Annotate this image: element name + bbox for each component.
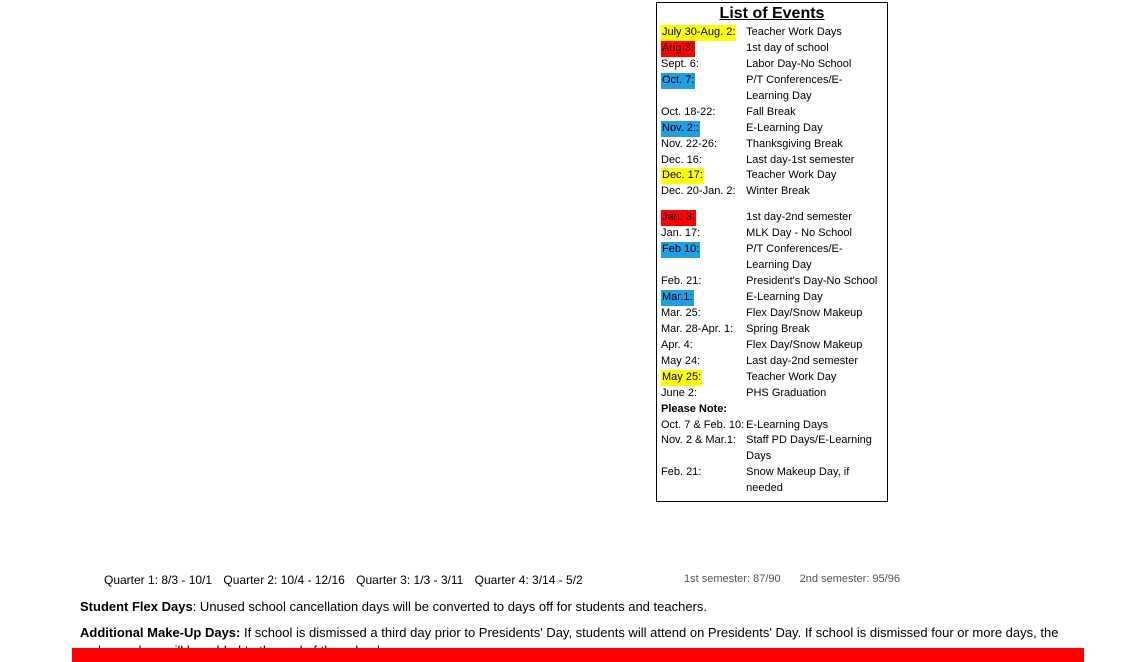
table-row: Jan. 3:1st day-2nd semester <box>661 210 883 226</box>
event-date: Nov. 2:: <box>661 121 744 137</box>
event-desc: PHS Graduation <box>744 386 883 402</box>
event-desc: Flex Day/Snow Makeup <box>744 306 883 322</box>
event-date: May 25: <box>661 370 744 386</box>
event-date: Oct. 18-22: <box>661 105 744 121</box>
flex-days-paragraph: Student Flex Days: Unused school cancell… <box>80 598 1080 616</box>
table-row: Apr. 4:Flex Day/Snow Makeup <box>661 338 883 354</box>
event-desc: E-Learning Days <box>744 418 883 434</box>
event-desc: MLK Day - No School <box>744 226 883 242</box>
table-row: Feb 10:P/T Conferences/E-Learning Day <box>661 242 883 274</box>
flex-days-label: Student Flex Days <box>80 599 193 614</box>
event-date: Dec. 16: <box>661 153 744 169</box>
event-desc: Teacher Work Day <box>744 168 883 184</box>
table-row: Feb. 21:President's Day-No School <box>661 274 883 290</box>
event-desc: E-Learning Day <box>744 121 883 137</box>
makeup-days-label: Additional Make-Up Days: <box>80 625 240 640</box>
footer-red-bar <box>72 648 1084 662</box>
event-date: Sept. 6: <box>661 57 744 73</box>
table-row: Mar.1:E-Learning Day <box>661 290 883 306</box>
table-row: Dec. 16:Last day-1st semester <box>661 153 883 169</box>
table-row: May 24:Last day-2nd semester <box>661 354 883 370</box>
event-date: Nov. 22-26: <box>661 137 744 153</box>
event-date: Jan. 17: <box>661 226 744 242</box>
event-date: May 24: <box>661 354 744 370</box>
semester-line: 1st semester: 87/90 2nd semester: 95/96 <box>684 573 916 585</box>
event-date: June 2: <box>661 386 744 402</box>
event-desc: Spring Break <box>744 322 883 338</box>
event-desc: 1st day-2nd semester <box>744 210 883 226</box>
event-desc: Staff PD Days/E-Learning Days <box>744 433 883 465</box>
event-desc: P/T Conferences/E-Learning Day <box>744 242 883 274</box>
table-row: Oct. 7 & Feb. 10:E-Learning Days <box>661 418 883 434</box>
table-row: Aug 3:1st day of school <box>661 41 883 57</box>
event-date: Dec. 17: <box>661 168 744 184</box>
quarter-1: Quarter 1: 8/3 - 10/1 <box>104 573 212 587</box>
event-date: Feb. 21: <box>661 465 744 497</box>
quarter-2: Quarter 2: 10/4 - 12/16 <box>223 573 344 587</box>
table-row: Nov. 22-26:Thanksgiving Break <box>661 137 883 153</box>
event-desc: Labor Day-No School <box>744 57 883 73</box>
table-row: Nov. 2 & Mar.1:Staff PD Days/E-Learning … <box>661 433 883 465</box>
table-row: Dec. 17:Teacher Work Day <box>661 168 883 184</box>
event-date: Oct. 7 & Feb. 10: <box>661 418 744 434</box>
table-row: Dec. 20-Jan. 2:Winter Break <box>661 184 883 200</box>
flex-days-text: : Unused school cancellation days will b… <box>193 599 707 614</box>
event-date: Feb 10: <box>661 242 744 274</box>
event-date: Nov. 2 & Mar.1: <box>661 433 744 465</box>
table-row: Oct. 7:P/T Conferences/E-Learning Day <box>661 73 883 105</box>
event-desc: 1st day of school <box>744 41 883 57</box>
please-note-label: Please Note: <box>661 402 883 418</box>
table-row: Mar. 25:Flex Day/Snow Makeup <box>661 306 883 322</box>
event-desc: Last day-2nd semester <box>744 354 883 370</box>
event-desc: Fall Break <box>744 105 883 121</box>
event-desc: President's Day-No School <box>744 274 883 290</box>
event-desc: Snow Makeup Day, if needed <box>744 465 883 497</box>
quarter-4: Quarter 4: 3/14 - 5/2 <box>475 573 583 587</box>
table-row: June 2:PHS Graduation <box>661 386 883 402</box>
event-desc: E-Learning Day <box>744 290 883 306</box>
event-desc: Last day-1st semester <box>744 153 883 169</box>
event-desc: Winter Break <box>744 184 883 200</box>
table-row: July 30-Aug. 2:Teacher Work Days <box>661 25 883 41</box>
event-date: Aug 3: <box>661 41 744 57</box>
event-date: Apr. 4: <box>661 338 744 354</box>
events-title: List of Events <box>661 5 883 23</box>
event-date: Oct. 7: <box>661 73 744 105</box>
quarter-3: Quarter 3: 1/3 - 3/11 <box>356 573 463 587</box>
event-date: Mar. 28-Apr. 1: <box>661 322 744 338</box>
quarters-line: Quarter 1: 8/3 - 10/1 Quarter 2: 10/4 - … <box>104 573 591 587</box>
table-row: Feb. 21:Snow Makeup Day, if needed <box>661 465 883 497</box>
event-date: Mar.1: <box>661 290 744 306</box>
table-row: Oct. 18-22:Fall Break <box>661 105 883 121</box>
events-box: List of Events July 30-Aug. 2:Teacher Wo… <box>656 2 888 502</box>
table-row: Mar. 28-Apr. 1:Spring Break <box>661 322 883 338</box>
event-desc: Teacher Work Days <box>744 25 883 41</box>
event-desc: P/T Conferences/E-Learning Day <box>744 73 883 105</box>
event-date: July 30-Aug. 2: <box>661 25 744 41</box>
event-desc: Thanksgiving Break <box>744 137 883 153</box>
semester-1: 1st semester: 87/90 <box>684 573 781 585</box>
event-date: Mar. 25: <box>661 306 744 322</box>
event-date: Jan. 3: <box>661 210 744 226</box>
table-row: Jan. 17:MLK Day - No School <box>661 226 883 242</box>
event-desc: Flex Day/Snow Makeup <box>744 338 883 354</box>
semester-2: 2nd semester: 95/96 <box>800 573 900 585</box>
table-row: May 25:Teacher Work Day <box>661 370 883 386</box>
table-row: Nov. 2::E-Learning Day <box>661 121 883 137</box>
event-date: Feb. 21: <box>661 274 744 290</box>
event-desc: Teacher Work Day <box>744 370 883 386</box>
table-row: Sept. 6:Labor Day-No School <box>661 57 883 73</box>
event-date: Dec. 20-Jan. 2: <box>661 184 744 200</box>
events-table: July 30-Aug. 2:Teacher Work DaysAug 3:1s… <box>661 25 883 497</box>
